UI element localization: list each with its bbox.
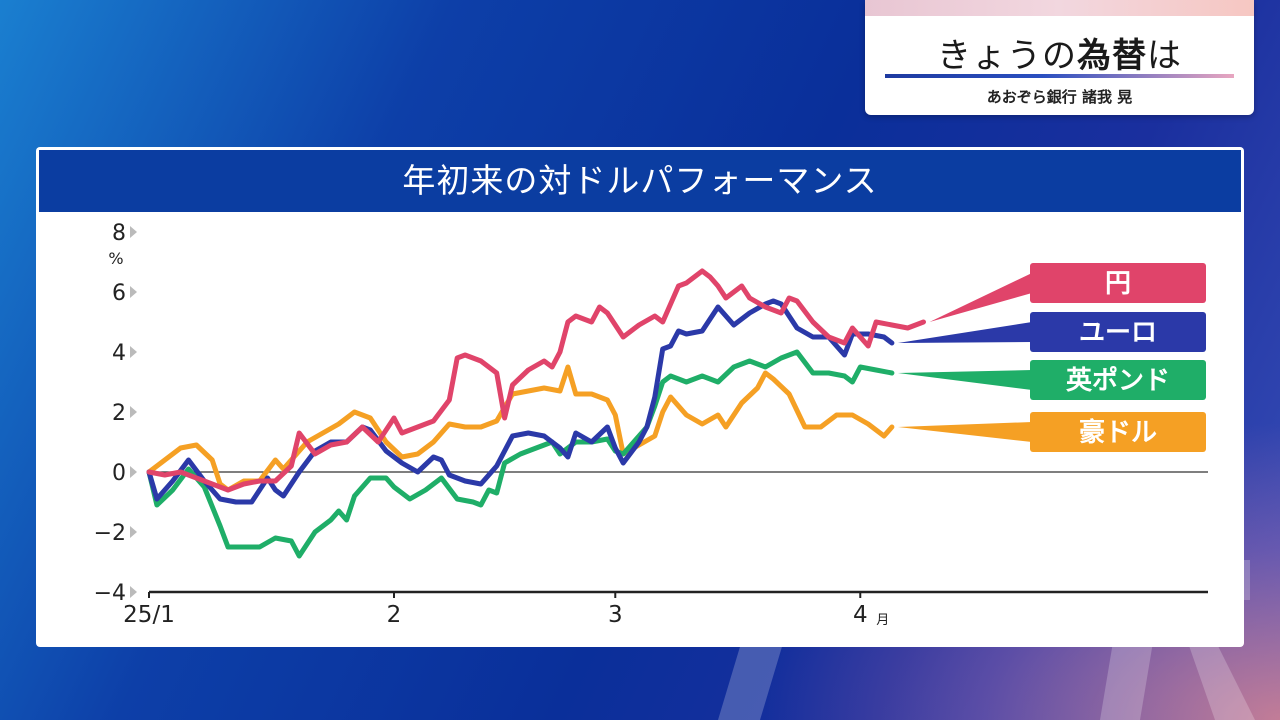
x-tick-label: 25/1 xyxy=(123,602,175,628)
y-axis-unit: % xyxy=(108,249,123,268)
x-tick-label: 2 xyxy=(387,602,402,628)
y-tick-marker xyxy=(130,526,137,538)
legend-label: 円 xyxy=(1105,269,1131,299)
legend-label: 豪ドル xyxy=(1079,417,1157,448)
y-tick-label: 0 xyxy=(112,461,126,486)
caption-top-bar xyxy=(865,0,1254,16)
legend-box xyxy=(1030,412,1206,452)
x-tick-label: 4 xyxy=(853,602,868,628)
legend-box xyxy=(1030,312,1206,352)
series-line xyxy=(146,364,895,493)
chart-title: 年初来の対ドルパフォーマンス xyxy=(39,150,1241,212)
caption-subtitle: あおぞら銀行 諸我 晃 xyxy=(986,88,1133,106)
series-line xyxy=(146,268,926,493)
series-line xyxy=(146,349,895,559)
legend-label: 英ポンド xyxy=(1066,365,1170,396)
y-tick-label: 4 xyxy=(112,341,126,366)
legend-pointer xyxy=(897,370,1032,390)
y-tick-marker xyxy=(130,286,137,298)
x-tick-label: 3 xyxy=(608,602,623,628)
legend-label: ユーロ xyxy=(1079,318,1157,348)
y-tick-marker xyxy=(130,586,137,598)
chart-panel: 年初来の対ドルパフォーマンス 8 6 4 2 0 −2 −4% 25/1 2 3 4 月円ユーロ 英ポン… xyxy=(36,147,1244,647)
legend-pointer xyxy=(897,422,1032,442)
legend-pointer xyxy=(929,273,1032,322)
y-tick-marker xyxy=(130,466,137,478)
y-tick-marker xyxy=(130,226,137,238)
y-tick-label: −2 xyxy=(94,521,126,546)
program-caption: きょうの為替は あおぞら銀行 諸我 晃 xyxy=(865,0,1254,115)
y-tick-marker xyxy=(130,406,137,418)
caption-divider xyxy=(885,74,1234,78)
y-tick-label: 8 xyxy=(112,221,126,246)
series-line xyxy=(146,298,895,505)
y-tick-label: 2 xyxy=(112,401,126,426)
legend-box xyxy=(1030,360,1206,400)
y-tick-marker xyxy=(130,346,137,358)
legend-pointer xyxy=(897,322,1032,343)
y-tick-label: 6 xyxy=(112,281,126,306)
legend-box xyxy=(1030,263,1206,303)
x-axis-unit: 月 xyxy=(876,613,889,628)
y-tick-label: −4 xyxy=(94,581,126,606)
caption-title: きょうの為替は xyxy=(937,36,1182,76)
